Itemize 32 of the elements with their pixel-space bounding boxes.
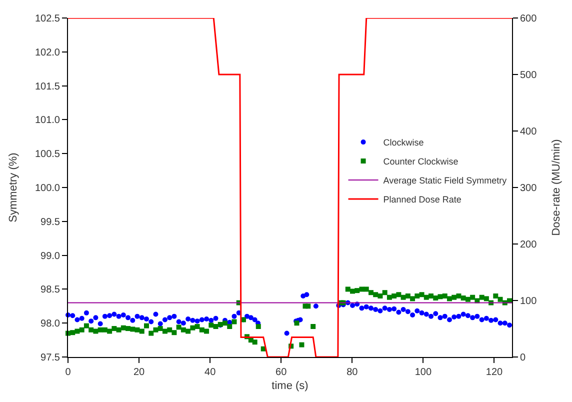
y-tick-label: 99.5 [40,216,60,228]
x-tick-label: 60 [276,367,288,378]
x-tick-label: 80 [346,367,358,378]
legend-label: Average Static Field Symmetry [383,176,508,186]
y2-tick-label: 500 [520,70,538,81]
y2-tick-label: 0 [520,352,526,364]
y-tick-label: 98.5 [40,284,60,296]
x-tick-label: 0 [65,367,72,378]
legend-label: Clockwise [383,138,424,148]
y2-tick-label: 600 [520,14,538,24]
x-tick-label: 120 [486,367,504,378]
y-tick-label: 100.5 [34,149,60,160]
y-tick-label: 99.0 [40,250,60,262]
legend-label: Counter Clockwise [383,156,458,167]
x-tick-label: 100 [414,367,432,378]
y-tick-label: 102.0 [34,47,60,58]
y-tick-label: 101.5 [34,81,60,92]
legend-label: Planned Dose Rate [383,194,462,205]
y2-axis-title: Dose-rate (MU/min) [550,139,562,236]
x-axis-title: time (s) [272,380,308,392]
y2-tick-label: 400 [520,126,538,138]
y-tick-label: 98.0 [40,318,60,330]
y2-tick-label: 300 [520,183,538,194]
y-tick-label: 101.0 [34,115,60,126]
y-axis-title: Symmetry (%) [8,152,20,222]
y-tick-label: 102.5 [34,14,60,24]
y-tick-label: 100.0 [34,183,60,194]
y-tick-label: 97.5 [40,352,60,364]
y2-tick-label: 100 [520,296,538,307]
y2-tick-label: 200 [520,240,538,250]
x-tick-label: 40 [204,367,216,378]
x-tick-label: 20 [133,367,146,378]
